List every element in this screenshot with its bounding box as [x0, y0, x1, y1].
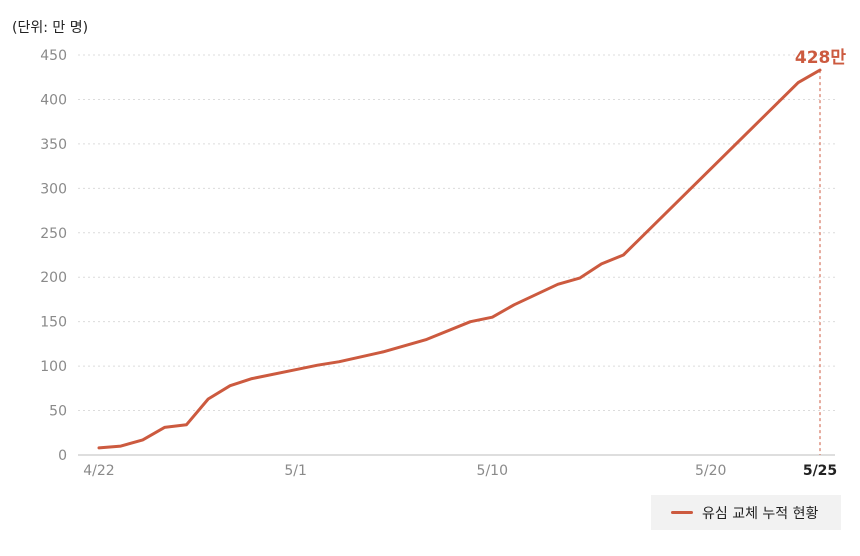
y-tick-label: 100 [40, 359, 67, 375]
legend-swatch [671, 511, 693, 514]
y-tick-label: 250 [40, 226, 67, 242]
y-tick-label: 50 [49, 404, 67, 420]
y-tick-label: 400 [40, 92, 67, 108]
end-value-label: 428만 [795, 48, 846, 68]
series-line [97, 68, 822, 450]
unit-label: (단위: 만 명) [12, 20, 89, 36]
y-tick-label: 200 [40, 270, 67, 286]
y-tick-label: 350 [40, 137, 67, 153]
x-tick-label: 5/10 [477, 463, 508, 479]
x-tick-label: 4/22 [83, 463, 114, 479]
y-tick-label: 450 [40, 48, 67, 64]
legend-label: 유심 교체 누적 현황 [702, 505, 819, 522]
y-tick-label: 0 [58, 448, 67, 464]
x-tick-label: 5/25 [803, 463, 837, 479]
legend: 유심 교체 누적 현황 [651, 495, 841, 530]
x-tick-label: 5/20 [695, 463, 726, 479]
y-tick-label: 150 [40, 315, 67, 331]
x-tick-label: 5/1 [284, 463, 307, 479]
y-tick-label: 300 [40, 181, 67, 197]
